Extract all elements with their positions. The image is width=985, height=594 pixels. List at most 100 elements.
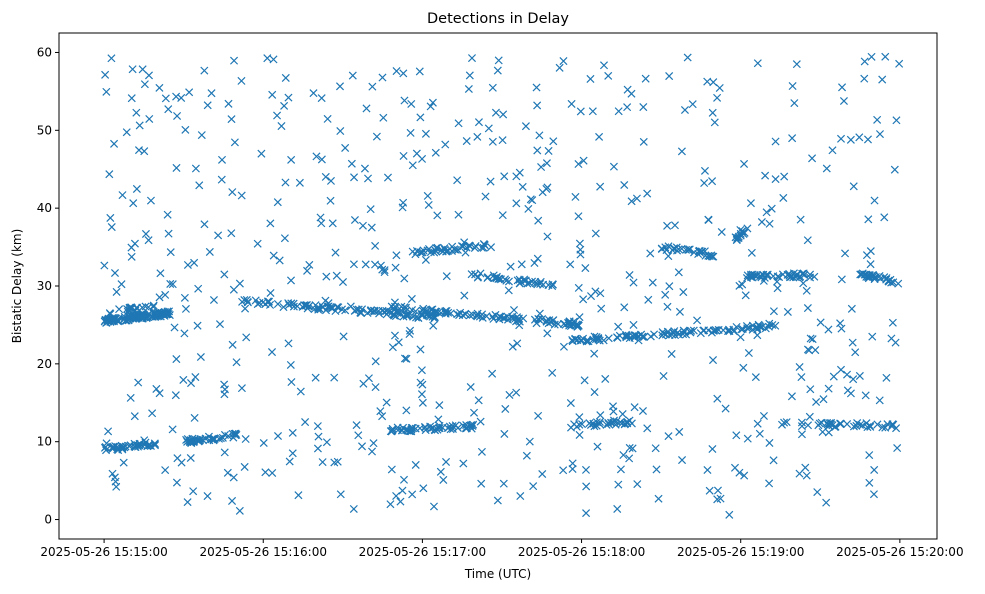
clutter-point [189, 487, 198, 496]
clutter-point [759, 411, 768, 420]
x-tick-label: 2025-05-26 15:18:00 [518, 545, 645, 559]
clutter-point [328, 219, 337, 228]
clutter-point [168, 280, 177, 289]
clutter-point [741, 291, 750, 300]
clutter-point [596, 182, 605, 191]
track-point [687, 326, 696, 335]
clutter-point [429, 321, 438, 330]
clutter-point [659, 371, 668, 381]
clutter-point [407, 99, 416, 109]
track-point [318, 302, 327, 311]
clutter-point [126, 393, 135, 402]
clutter-point [144, 71, 154, 80]
y-tick-label: 60 [37, 45, 52, 59]
clutter-point [130, 412, 139, 421]
track-point [341, 306, 350, 315]
track-point [397, 302, 406, 311]
clutter-point [512, 172, 521, 181]
clutter-point [865, 478, 874, 487]
clutter-point [408, 490, 417, 499]
track-point [251, 296, 260, 305]
clutter-point [788, 81, 797, 91]
y-axis: 0 10 20 30 40 50 60 [37, 45, 59, 527]
clutter-point [130, 239, 139, 248]
y-tick-label: 40 [37, 201, 52, 215]
clutter-point [806, 385, 815, 394]
clutter-point [461, 248, 470, 257]
track-point [430, 314, 439, 323]
clutter-point [273, 431, 283, 441]
track-point [565, 319, 574, 328]
clutter-point [166, 248, 175, 257]
track-point [800, 270, 809, 279]
clutter-point [322, 438, 331, 447]
clutter-point [398, 203, 407, 212]
track-point [881, 423, 890, 432]
clutter-point [590, 349, 599, 358]
clutter-point [581, 264, 590, 273]
clutter-point [134, 378, 143, 387]
y-tick-label: 10 [37, 435, 52, 449]
clutter-point [127, 252, 136, 261]
track-point [679, 326, 688, 335]
track-point [514, 314, 523, 323]
track-point [444, 246, 453, 255]
track-point [567, 319, 576, 328]
clutter-point [454, 210, 463, 219]
track-point [554, 319, 563, 328]
track-point [814, 421, 823, 430]
clutter-point [713, 93, 722, 102]
clutter-point [454, 119, 463, 128]
clutter-point [168, 425, 177, 434]
track-point [412, 313, 421, 322]
track-point [504, 277, 513, 286]
clutter-point [305, 260, 314, 269]
clutter-point [378, 412, 387, 421]
clutter-point [505, 390, 514, 399]
track-point [465, 242, 474, 251]
track-point [293, 302, 302, 311]
track-point [149, 302, 158, 311]
track-point [511, 314, 520, 323]
clutter-point [576, 245, 585, 254]
track-point [538, 315, 547, 324]
track-point [708, 252, 717, 261]
clutter-point [619, 451, 628, 460]
clutter-point [268, 90, 277, 99]
track-point [742, 321, 751, 331]
clutter-point [392, 67, 401, 76]
clutter-point [268, 468, 277, 478]
clutter-point [890, 165, 899, 174]
clutter-point [581, 465, 591, 474]
clutter-point [732, 431, 741, 440]
clutter-point [421, 255, 430, 264]
track-point [187, 437, 196, 446]
track-point [882, 275, 891, 284]
clutter-point [744, 348, 753, 358]
clutter-point [111, 477, 120, 486]
clutter-point [173, 111, 182, 120]
clutter-point [868, 332, 877, 341]
clutter-point [110, 268, 120, 278]
clutter-point [625, 443, 634, 452]
clutter-point [459, 459, 468, 468]
clutter-point [848, 338, 857, 347]
clutter-point [229, 473, 238, 482]
clutter-point [506, 262, 515, 271]
track-point [489, 314, 498, 323]
clutter-point [181, 125, 190, 134]
track-point [102, 318, 111, 327]
clutter-point [529, 482, 538, 491]
clutter-point [528, 196, 537, 205]
track-point [889, 278, 898, 287]
clutter-point [486, 177, 495, 186]
clutter-point [855, 371, 864, 380]
clutter-point [429, 502, 439, 511]
clutter-point [516, 492, 525, 501]
track-point [386, 427, 395, 436]
clutter-point [474, 118, 483, 127]
clutter-point [408, 161, 417, 170]
clutter-point [751, 373, 760, 382]
clutter-point [792, 60, 801, 69]
clutter-point [402, 406, 411, 415]
